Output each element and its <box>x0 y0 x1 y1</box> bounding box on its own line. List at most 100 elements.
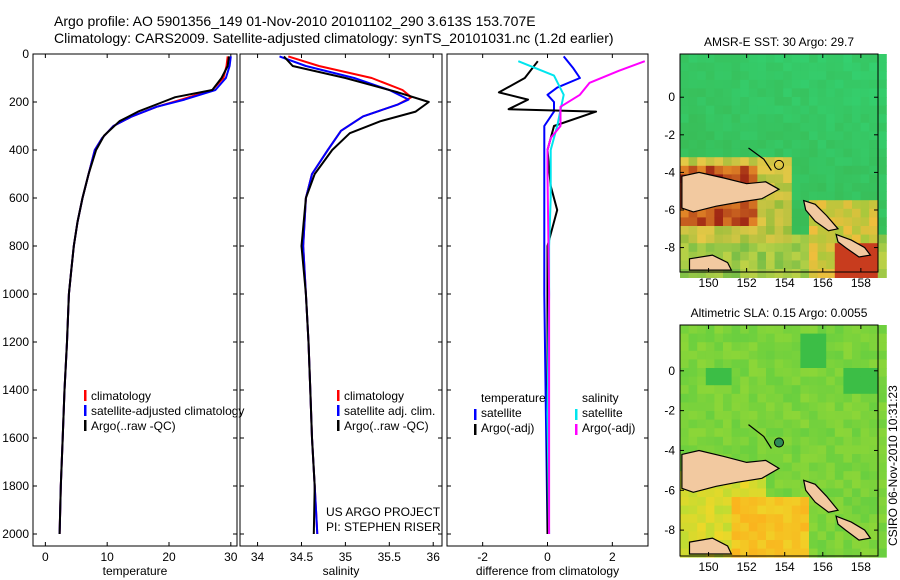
map-cell <box>817 243 827 253</box>
map-cell <box>852 359 861 369</box>
map-cell <box>688 411 698 420</box>
map-cell <box>783 368 793 377</box>
map-cell <box>800 419 810 429</box>
map-cell <box>791 122 801 132</box>
map-cell <box>714 226 724 235</box>
map-cell <box>680 419 689 429</box>
map-cell <box>852 131 861 141</box>
map-cell <box>748 174 758 184</box>
map-cell <box>740 217 750 227</box>
island-outline <box>748 147 772 171</box>
map-cell <box>800 97 810 106</box>
map-cell <box>800 350 810 360</box>
legend-swatch <box>84 405 87 416</box>
y-tick-label: 0 <box>668 90 675 104</box>
y-tick-label: -2 <box>664 404 675 418</box>
map-cell <box>757 445 767 455</box>
map-cell <box>843 402 853 412</box>
map-cell <box>757 62 767 72</box>
map-cell <box>834 97 844 106</box>
map-cell <box>783 350 793 360</box>
map-cell <box>869 454 879 463</box>
map-cell <box>860 114 870 124</box>
map-cell <box>714 497 724 506</box>
map-cell <box>757 217 767 227</box>
map-cell <box>680 540 689 549</box>
map-cell <box>852 148 861 158</box>
map-cell <box>731 428 741 438</box>
map-cell <box>774 402 784 412</box>
map-cell <box>809 333 818 343</box>
map-cell <box>680 522 689 532</box>
map-cell <box>834 419 844 429</box>
map-cell <box>783 79 793 89</box>
map-cell <box>740 174 750 184</box>
map-cell <box>852 342 861 352</box>
y-tick-label: 1400 <box>2 383 29 397</box>
map-cell <box>791 88 801 98</box>
map-cell <box>723 234 732 244</box>
map-cell <box>774 454 784 463</box>
map-cell <box>834 368 844 377</box>
map-cell <box>826 393 836 403</box>
map-cell <box>783 140 793 149</box>
map-cell <box>869 191 879 201</box>
map-cell <box>783 243 793 253</box>
map-cell <box>697 419 707 429</box>
map-cell <box>852 157 861 167</box>
map-cell <box>826 376 836 386</box>
map-cell <box>688 436 698 446</box>
y-tick-label: 1600 <box>2 431 29 445</box>
map-cell <box>860 200 870 210</box>
map-cell <box>783 183 793 192</box>
series-line-1 <box>58 56 232 535</box>
map-title: AMSR-E SST: 30 Argo: 29.7 <box>704 35 854 49</box>
map-cell <box>877 174 887 184</box>
map-cell <box>774 488 784 498</box>
map-cell <box>852 200 861 210</box>
map-cell <box>757 514 767 524</box>
map-cell <box>748 342 758 352</box>
map-cell <box>783 148 793 158</box>
map-cell <box>860 445 870 455</box>
map-cell <box>757 54 767 63</box>
map-cell <box>843 157 853 167</box>
map-cell <box>688 325 698 334</box>
map-cell <box>697 79 707 89</box>
map-cell <box>783 269 793 278</box>
map-cell <box>817 269 827 278</box>
map-cell <box>705 79 715 89</box>
map-cell <box>748 251 758 261</box>
map-cell <box>731 419 741 429</box>
map-cell <box>748 62 758 72</box>
map-cell <box>714 131 724 141</box>
map-cell <box>731 445 741 455</box>
map-cell <box>817 428 827 438</box>
map-cell <box>877 208 887 218</box>
map-cell <box>757 505 767 515</box>
map-cell <box>877 88 887 98</box>
map-cell <box>817 79 827 89</box>
map-cell <box>697 157 707 167</box>
map-cell <box>748 157 758 167</box>
map-cell <box>766 325 775 334</box>
map-cell <box>757 157 767 167</box>
map-cell <box>834 200 844 210</box>
y-tick-label: -6 <box>664 483 675 497</box>
map-cell <box>791 105 801 115</box>
map-cell <box>843 385 853 395</box>
map-cell <box>740 200 750 210</box>
map-cell <box>809 148 818 158</box>
map-cell <box>852 540 861 549</box>
map-cell <box>791 462 801 472</box>
map-cell <box>774 71 784 81</box>
map-cell <box>766 165 775 175</box>
map-cell <box>877 165 887 175</box>
map-cell <box>852 497 861 506</box>
map-cell <box>731 393 741 403</box>
map-cell <box>723 436 732 446</box>
map-cell <box>740 333 750 343</box>
map-cell <box>817 402 827 412</box>
map-cell <box>774 342 784 352</box>
map-cell <box>723 428 732 438</box>
